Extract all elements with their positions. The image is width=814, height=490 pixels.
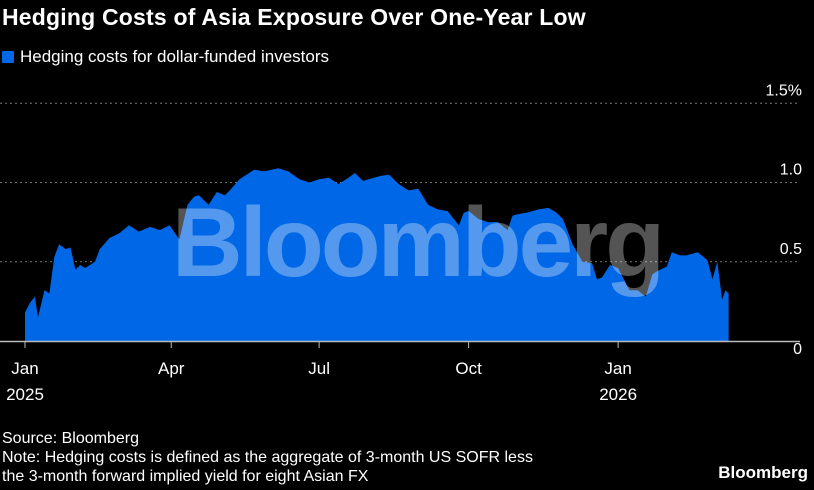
x-tick-label: Jul: [308, 359, 330, 378]
x-tick-label: Jan: [11, 359, 38, 378]
x-tick-label: Oct: [455, 359, 482, 378]
watermark: Bloomberg: [172, 187, 662, 297]
chart-title: Hedging Costs of Asia Exposure Over One-…: [2, 4, 586, 30]
x-tick-label: Jan: [604, 359, 631, 378]
chart-area: 0 0.5 1.0 1.5% Bloomberg Jan 2025 Apr Jul Oct Jan 2…: [0, 82, 802, 404]
x-tick-label: Apr: [158, 359, 185, 378]
y-tick-label: 1.0: [780, 162, 802, 179]
x-tick-year-label: 2026: [599, 385, 637, 404]
legend-label: Hedging costs for dollar-funded investor…: [20, 47, 329, 66]
note-line-2: the 3-month forward implied yield for ei…: [2, 468, 369, 485]
y-tick-label: 0: [793, 341, 802, 358]
source-text: Source: Bloomberg: [2, 430, 139, 447]
series-area: [25, 168, 729, 341]
y-tick-label: 0.5: [780, 241, 802, 258]
legend-swatch: [2, 51, 14, 63]
note-line-1: Note: Hedging costs is defined as the ag…: [2, 449, 533, 466]
bloomberg-logo: Bloomberg: [718, 463, 808, 482]
x-tick-year-label: 2025: [6, 385, 44, 404]
legend: Hedging costs for dollar-funded investor…: [2, 47, 329, 67]
y-tick-label: 1.5%: [766, 82, 802, 99]
